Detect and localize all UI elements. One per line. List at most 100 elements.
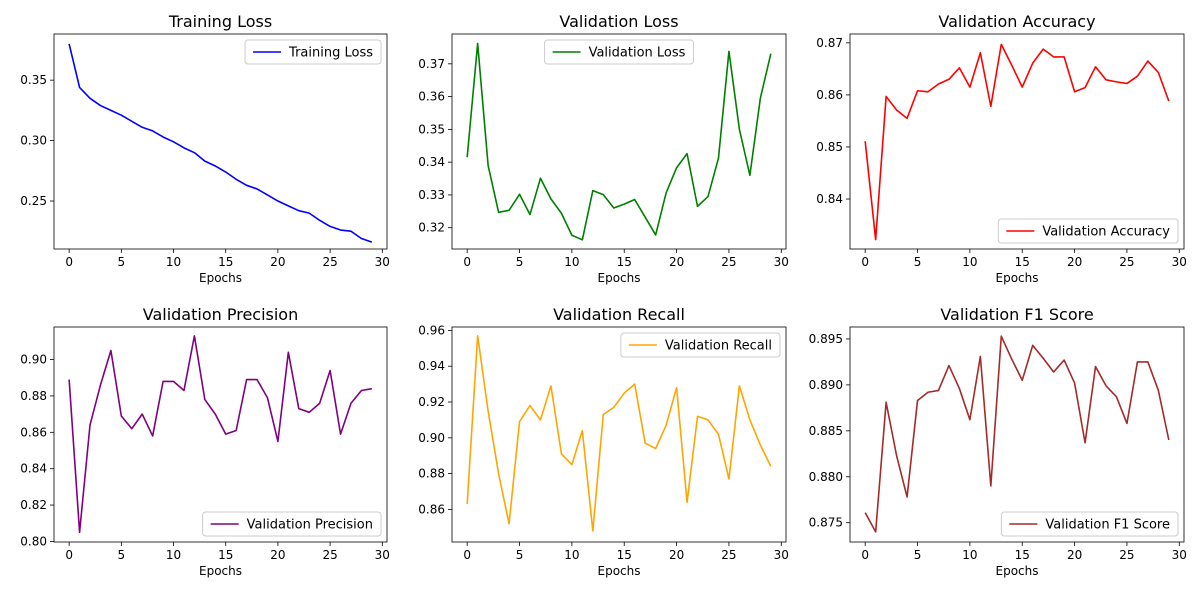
x-tick-label: 30 xyxy=(774,548,789,562)
legend: Validation Recall xyxy=(620,332,781,358)
x-tick-label: 10 xyxy=(962,255,977,269)
y-tick-label: 0.85 xyxy=(816,140,843,154)
axes-frame xyxy=(451,326,787,543)
x-tick-label: 10 xyxy=(962,548,977,562)
x-tick-label: 0 xyxy=(65,548,73,562)
legend: Training Loss xyxy=(244,39,382,65)
x-tick-label: 25 xyxy=(721,255,736,269)
x-tick-label: 10 xyxy=(564,548,579,562)
y-tick-label: 0.90 xyxy=(418,431,445,445)
x-tick-label: 25 xyxy=(322,255,337,269)
x-axis-label: Epochs xyxy=(598,564,641,578)
legend: Validation Loss xyxy=(544,39,694,65)
y-tick-label: 0.86 xyxy=(816,88,843,102)
legend-label: Validation Accuracy xyxy=(1042,225,1170,240)
y-tick-label: 0.88 xyxy=(418,467,445,481)
y-tick-label: 0.86 xyxy=(20,425,47,439)
x-tick-label: 0 xyxy=(463,548,471,562)
x-axis-label: Epochs xyxy=(996,564,1039,578)
y-tick-label: 0.885 xyxy=(809,424,843,438)
chart-title: Validation Precision xyxy=(143,305,298,324)
y-tick-label: 0.32 xyxy=(418,221,445,235)
axes-frame xyxy=(53,33,388,250)
y-tick-label: 0.96 xyxy=(418,323,445,337)
series-line-0 xyxy=(864,335,1170,533)
chart-panel-0: Training Loss 0 5 10 15 20 25 30 0.25 0.30 0.35 Epo… xyxy=(20,12,390,285)
series-line-0 xyxy=(466,334,772,532)
y-tick-label: 0.35 xyxy=(20,73,47,87)
x-tick-label: 25 xyxy=(721,548,736,562)
legend-label: Validation F1 Score xyxy=(1045,518,1170,533)
x-tick-label: 30 xyxy=(1172,255,1187,269)
y-tick-label: 0.87 xyxy=(816,36,843,50)
x-tick-label: 15 xyxy=(1015,255,1030,269)
legend-label: Validation Recall xyxy=(665,339,772,354)
x-tick-label: 0 xyxy=(65,255,73,269)
series-line-0 xyxy=(864,43,1170,241)
legend: Validation Precision xyxy=(202,511,382,537)
x-tick-label: 15 xyxy=(617,255,632,269)
x-tick-label: 5 xyxy=(118,548,126,562)
legend-label: Validation Precision xyxy=(247,518,373,533)
y-tick-label: 0.33 xyxy=(418,188,445,202)
x-tick-label: 20 xyxy=(270,548,285,562)
chart-title: Validation F1 Score xyxy=(940,305,1093,324)
legend-label: Validation Loss xyxy=(589,46,686,61)
y-tick-label: 0.35 xyxy=(418,122,445,136)
y-tick-label: 0.88 xyxy=(20,389,47,403)
chart-title: Validation Accuracy xyxy=(938,12,1095,31)
x-tick-label: 20 xyxy=(270,255,285,269)
axes-frame xyxy=(849,33,1185,250)
chart-panel-4: Validation Recall 0 5 10 15 20 25 30 0.86 0.88 0.9… xyxy=(418,305,789,578)
x-tick-label: 5 xyxy=(914,255,922,269)
x-tick-label: 15 xyxy=(617,548,632,562)
axes-frame xyxy=(849,326,1185,543)
chart-title: Training Loss xyxy=(168,12,272,31)
x-tick-label: 5 xyxy=(914,548,922,562)
legend-box xyxy=(244,39,382,65)
y-tick-label: 0.37 xyxy=(418,57,445,71)
series-line-0 xyxy=(466,42,772,241)
chart-panel-1: Validation Loss 0 5 10 15 20 25 30 0.32 0.33 0.34 0… xyxy=(418,12,789,285)
chart-panel-5: Validation F1 Score 0 5 10 15 20 25 30 0.875 0.88… xyxy=(809,305,1187,578)
x-tick-label: 0 xyxy=(463,255,471,269)
x-axis-label: Epochs xyxy=(199,271,242,285)
x-tick-label: 5 xyxy=(516,255,524,269)
y-tick-label: 0.880 xyxy=(809,470,843,484)
y-tick-label: 0.895 xyxy=(809,332,843,346)
x-tick-label: 10 xyxy=(564,255,579,269)
x-tick-label: 30 xyxy=(375,255,390,269)
x-tick-label: 30 xyxy=(774,255,789,269)
legend-box xyxy=(620,332,781,358)
series-line-0 xyxy=(68,335,372,534)
x-axis-label: Epochs xyxy=(598,271,641,285)
x-tick-label: 20 xyxy=(669,255,684,269)
legend-box xyxy=(1000,511,1179,537)
legend-box xyxy=(997,218,1179,244)
y-tick-label: 0.92 xyxy=(418,395,445,409)
y-tick-label: 0.36 xyxy=(418,90,445,104)
x-tick-label: 0 xyxy=(861,255,869,269)
x-axis-label: Epochs xyxy=(199,564,242,578)
legend-box xyxy=(544,39,694,65)
x-tick-label: 5 xyxy=(118,255,126,269)
y-tick-label: 0.875 xyxy=(809,516,843,530)
x-tick-label: 10 xyxy=(166,548,181,562)
x-tick-label: 15 xyxy=(218,548,233,562)
x-tick-label: 30 xyxy=(375,548,390,562)
y-tick-label: 0.25 xyxy=(20,194,47,208)
x-tick-label: 20 xyxy=(1067,255,1082,269)
y-tick-label: 0.84 xyxy=(20,462,47,476)
y-tick-label: 0.80 xyxy=(20,534,47,548)
axes-frame xyxy=(53,326,388,543)
y-tick-label: 0.30 xyxy=(20,134,47,148)
legend-box xyxy=(202,511,382,537)
y-tick-label: 0.890 xyxy=(809,378,843,392)
y-tick-label: 0.94 xyxy=(418,359,445,373)
legend: Validation F1 Score xyxy=(1000,511,1179,537)
series-line-0 xyxy=(68,43,373,243)
y-tick-label: 0.84 xyxy=(816,192,843,206)
legend-label: Training Loss xyxy=(288,46,373,61)
x-tick-label: 5 xyxy=(516,548,524,562)
